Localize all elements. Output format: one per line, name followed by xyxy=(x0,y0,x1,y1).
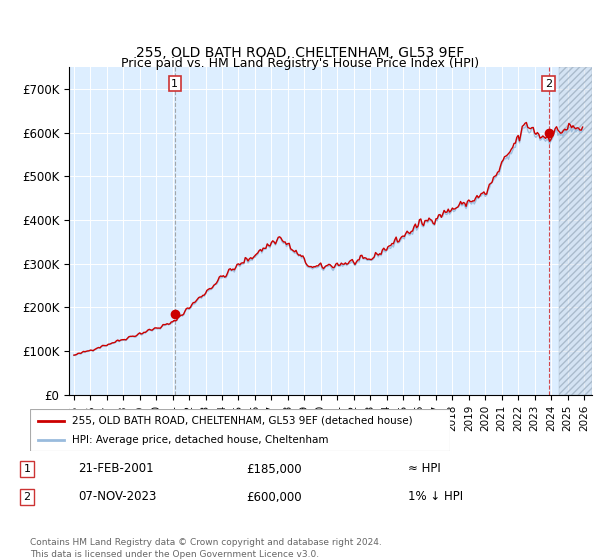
Bar xyxy=(559,67,592,395)
Bar xyxy=(559,67,592,395)
Text: 255, OLD BATH ROAD, CHELTENHAM, GL53 9EF: 255, OLD BATH ROAD, CHELTENHAM, GL53 9EF xyxy=(136,46,464,60)
Text: Price paid vs. HM Land Registry's House Price Index (HPI): Price paid vs. HM Land Registry's House … xyxy=(121,57,479,70)
Text: ≈ HPI: ≈ HPI xyxy=(408,463,441,475)
Text: 1: 1 xyxy=(171,78,178,88)
Text: 1% ↓ HPI: 1% ↓ HPI xyxy=(408,491,463,503)
Text: 2: 2 xyxy=(545,78,552,88)
Text: £600,000: £600,000 xyxy=(246,491,302,503)
Text: 1: 1 xyxy=(23,464,31,474)
Text: 07-NOV-2023: 07-NOV-2023 xyxy=(78,491,157,503)
Text: 21-FEB-2001: 21-FEB-2001 xyxy=(78,463,154,475)
Text: Contains HM Land Registry data © Crown copyright and database right 2024.
This d: Contains HM Land Registry data © Crown c… xyxy=(30,538,382,559)
Text: 2: 2 xyxy=(23,492,31,502)
Text: HPI: Average price, detached house, Cheltenham: HPI: Average price, detached house, Chel… xyxy=(72,435,329,445)
Text: £185,000: £185,000 xyxy=(246,463,302,475)
Text: 255, OLD BATH ROAD, CHELTENHAM, GL53 9EF (detached house): 255, OLD BATH ROAD, CHELTENHAM, GL53 9EF… xyxy=(72,416,413,426)
